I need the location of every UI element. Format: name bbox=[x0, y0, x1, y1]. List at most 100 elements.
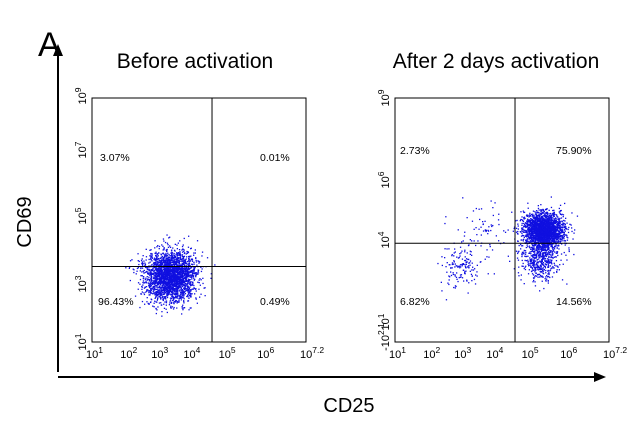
data-point bbox=[563, 233, 565, 235]
data-point bbox=[547, 226, 549, 229]
data-point bbox=[198, 282, 200, 284]
data-point bbox=[175, 284, 178, 286]
data-point bbox=[168, 263, 170, 265]
data-point bbox=[173, 300, 175, 303]
data-point bbox=[155, 282, 157, 284]
data-point bbox=[536, 220, 538, 222]
data-point bbox=[540, 233, 542, 235]
data-point bbox=[531, 223, 533, 225]
data-point bbox=[169, 293, 171, 295]
data-point bbox=[158, 260, 160, 262]
data-point bbox=[195, 257, 197, 259]
data-point bbox=[170, 257, 172, 259]
data-point bbox=[556, 226, 558, 228]
data-point bbox=[543, 217, 545, 219]
data-point bbox=[174, 257, 177, 259]
data-point bbox=[164, 287, 166, 289]
data-point bbox=[165, 254, 167, 256]
data-point bbox=[523, 218, 525, 220]
data-point bbox=[166, 295, 169, 297]
data-point bbox=[143, 272, 145, 274]
data-point bbox=[172, 296, 174, 298]
data-point bbox=[562, 216, 564, 218]
data-point bbox=[187, 291, 189, 293]
data-point bbox=[538, 224, 541, 226]
data-point bbox=[551, 237, 553, 239]
data-point bbox=[165, 260, 167, 262]
data-point bbox=[154, 284, 156, 286]
data-point bbox=[543, 212, 545, 214]
data-point bbox=[178, 295, 180, 297]
data-point bbox=[168, 291, 171, 294]
data-point bbox=[546, 213, 549, 215]
data-point bbox=[193, 261, 195, 263]
data-point bbox=[177, 293, 179, 296]
data-point bbox=[528, 232, 530, 234]
data-point bbox=[163, 288, 165, 291]
data-point bbox=[537, 230, 539, 232]
data-point bbox=[529, 241, 531, 243]
data-point bbox=[529, 232, 531, 235]
data-point bbox=[206, 257, 209, 259]
data-point bbox=[150, 283, 153, 285]
data-point bbox=[538, 219, 540, 221]
data-point bbox=[182, 292, 184, 294]
data-point bbox=[541, 216, 544, 218]
data-point bbox=[172, 292, 174, 294]
data-point bbox=[193, 272, 196, 275]
data-point bbox=[180, 280, 182, 283]
data-point bbox=[188, 291, 190, 293]
data-point bbox=[157, 274, 159, 276]
data-point bbox=[549, 225, 551, 227]
data-point bbox=[182, 279, 184, 281]
data-point bbox=[176, 295, 178, 298]
data-point bbox=[161, 281, 163, 283]
data-point bbox=[546, 235, 548, 238]
data-point bbox=[546, 226, 548, 228]
data-point bbox=[178, 299, 180, 302]
data-point bbox=[154, 291, 156, 294]
data-point bbox=[144, 266, 147, 269]
data-point bbox=[555, 221, 557, 223]
data-point bbox=[183, 300, 185, 302]
data-point bbox=[562, 231, 564, 233]
data-point bbox=[563, 229, 566, 231]
data-point bbox=[543, 235, 545, 237]
data-point bbox=[543, 210, 545, 212]
data-point bbox=[160, 264, 162, 266]
data-point bbox=[527, 229, 529, 231]
data-point bbox=[158, 296, 160, 298]
data-point bbox=[159, 282, 161, 284]
data-point bbox=[166, 254, 169, 256]
data-point bbox=[195, 257, 197, 260]
data-point bbox=[143, 287, 146, 289]
data-point bbox=[150, 289, 152, 291]
data-point bbox=[163, 271, 165, 273]
data-point bbox=[549, 231, 551, 234]
data-point bbox=[171, 293, 174, 295]
data-point bbox=[151, 253, 153, 255]
data-point bbox=[190, 292, 192, 295]
data-point bbox=[159, 259, 161, 261]
data-point bbox=[534, 229, 536, 231]
data-point bbox=[181, 266, 183, 269]
data-point bbox=[536, 239, 538, 241]
data-point bbox=[532, 220, 534, 222]
data-point bbox=[537, 241, 540, 243]
data-point bbox=[567, 228, 569, 231]
data-point bbox=[181, 313, 183, 315]
data-point bbox=[149, 273, 152, 275]
data-point bbox=[170, 302, 173, 304]
data-point bbox=[190, 293, 192, 295]
data-point bbox=[520, 239, 522, 241]
data-point bbox=[552, 238, 554, 240]
data-point bbox=[166, 234, 168, 236]
data-point bbox=[182, 267, 184, 269]
data-point bbox=[520, 218, 522, 221]
data-point bbox=[531, 230, 533, 233]
data-point bbox=[175, 253, 177, 255]
data-point bbox=[528, 224, 531, 226]
data-point bbox=[147, 271, 149, 273]
data-point bbox=[163, 260, 165, 262]
data-point bbox=[162, 269, 164, 271]
